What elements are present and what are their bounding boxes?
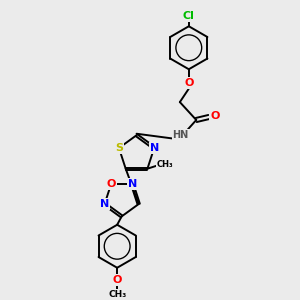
Text: CH₃: CH₃ bbox=[108, 290, 126, 299]
Text: O: O bbox=[112, 275, 122, 285]
Text: S: S bbox=[115, 143, 123, 153]
Text: O: O bbox=[184, 78, 194, 88]
Text: N: N bbox=[100, 199, 109, 209]
Text: CH₃: CH₃ bbox=[157, 160, 174, 169]
Text: O: O bbox=[210, 110, 220, 121]
Text: Cl: Cl bbox=[183, 11, 195, 21]
Text: N: N bbox=[149, 143, 159, 153]
Text: O: O bbox=[106, 179, 116, 189]
Text: N: N bbox=[128, 179, 137, 189]
Text: HN: HN bbox=[172, 130, 189, 140]
